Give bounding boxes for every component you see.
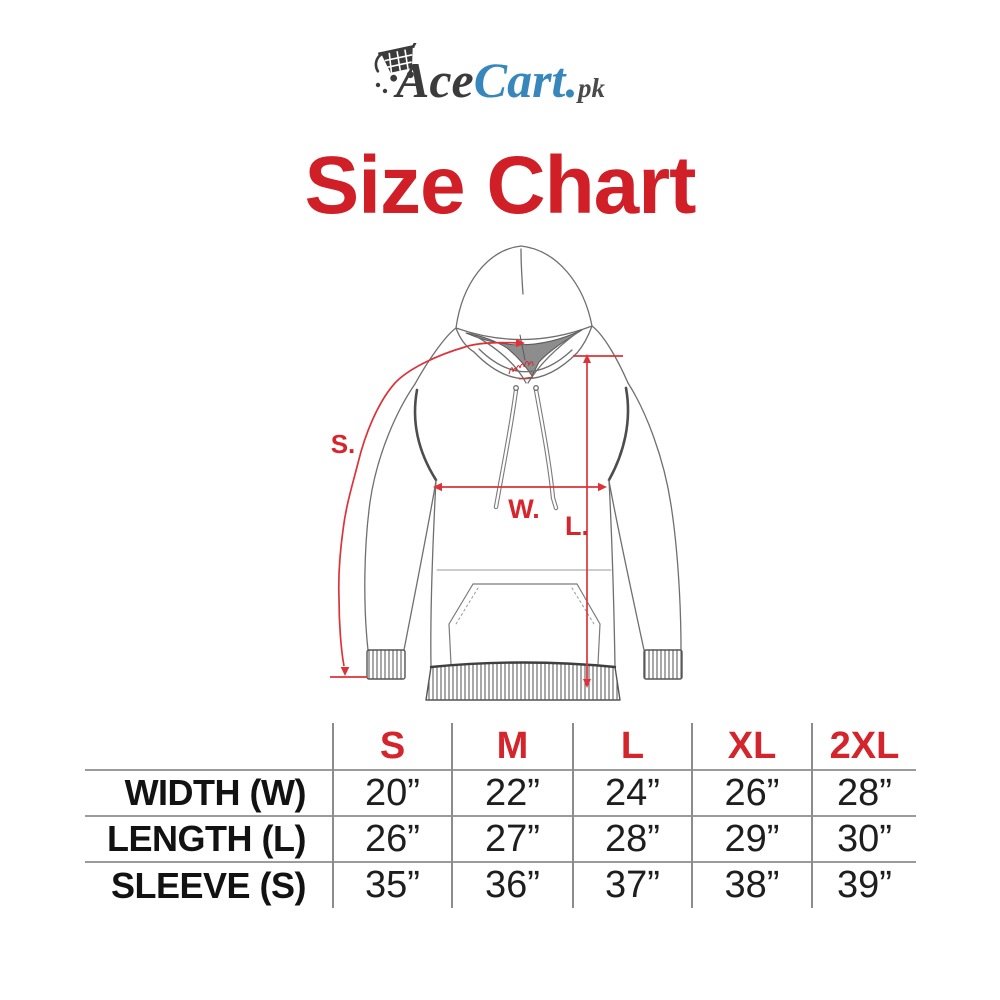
hoodie-outline	[364, 245, 683, 701]
size-column-header: M	[452, 723, 574, 770]
measurement-row-label: SLEEVE (S)	[85, 861, 334, 908]
size-value-cell: 39”	[812, 861, 916, 908]
sleeve-label: S.	[331, 429, 356, 459]
measurement-row-label: WIDTH (W)	[85, 769, 334, 816]
right-cuff-ribbing	[643, 649, 683, 680]
size-value-cell: 30”	[812, 815, 916, 862]
size-column-header: S	[333, 723, 453, 770]
length-label: L.	[565, 511, 589, 541]
size-value-cell: 28”	[812, 769, 916, 816]
size-value-cell: 22”	[452, 769, 574, 816]
page-title: Size Chart	[304, 140, 697, 231]
logo-brand: Cart	[473, 52, 566, 108]
logo-wordmark: AceCart.pk	[396, 55, 605, 105]
corner-cell	[85, 723, 334, 770]
table-row-length: LENGTH (L) 26” 27” 28” 29” 30”	[85, 815, 916, 862]
left-cuff-ribbing	[366, 649, 406, 680]
size-value-cell: 24”	[573, 769, 693, 816]
size-value-cell: 38”	[692, 861, 813, 908]
measurement-lines	[330, 341, 623, 682]
logo-dot: .	[565, 52, 578, 108]
size-value-cell: 26”	[333, 815, 453, 862]
size-column-header: L	[573, 723, 693, 770]
sleeve-measure-line	[337, 341, 519, 667]
logo-tld: pk	[577, 73, 605, 103]
size-header-row: S M L XL 2XL	[85, 723, 916, 770]
size-column-header: XL	[692, 723, 813, 770]
size-value-cell: 28”	[573, 815, 693, 862]
hem-ribbing	[425, 661, 621, 701]
hoodie-diagram: S. W. L.	[330, 245, 683, 701]
logo-prefix: Ace	[396, 52, 474, 108]
size-value-cell: 35”	[333, 861, 453, 908]
measurement-arrowheads	[340, 338, 607, 688]
table-row-sleeve: SLEEVE (S) 35” 36” 37” 38” 39”	[85, 861, 916, 908]
table-row-width: WIDTH (W) 20” 22” 24” 26” 28”	[85, 769, 916, 816]
shopping-cart-icon	[374, 43, 418, 94]
size-value-cell: 27”	[452, 815, 574, 862]
width-label: W.	[508, 494, 540, 524]
size-column-header: 2XL	[829, 724, 900, 767]
size-value-cell: 26”	[692, 769, 813, 816]
size-value-cell: 29”	[692, 815, 813, 862]
hood-brand-scribble-icon	[508, 361, 534, 380]
size-value-cell: 36”	[452, 861, 574, 908]
size-table: S M L XL 2XL WIDTH (W) 20” 22” 24” 26” 2…	[85, 723, 916, 908]
kangaroo-pocket	[448, 583, 601, 665]
size-value-cell: 20”	[333, 769, 453, 816]
size-value-cell: 37”	[573, 861, 693, 908]
measurement-row-label: LENGTH (L)	[85, 815, 334, 862]
